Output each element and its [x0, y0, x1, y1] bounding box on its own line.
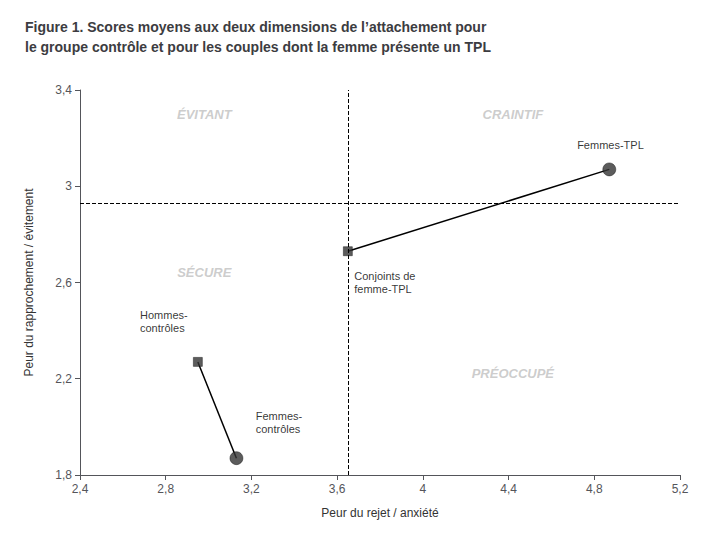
svg-text:Figure 1. Scores moyens aux de: Figure 1. Scores moyens aux deux dimensi…: [25, 19, 487, 35]
svg-text:le groupe contrôle et pour les: le groupe contrôle et pour les couples d…: [25, 39, 491, 55]
svg-text:SÉCURE: SÉCURE: [177, 265, 232, 280]
svg-text:CRAINTIF: CRAINTIF: [483, 107, 545, 122]
svg-text:Femmes-TPL: Femmes-TPL: [577, 139, 644, 151]
svg-text:Peur du rejet / anxiété: Peur du rejet / anxiété: [321, 506, 439, 520]
svg-text:4,8: 4,8: [586, 482, 603, 496]
svg-text:2,6: 2,6: [55, 276, 72, 290]
svg-text:femme-TPL: femme-TPL: [354, 283, 411, 295]
svg-text:3,2: 3,2: [243, 482, 260, 496]
svg-text:ÉVITANT: ÉVITANT: [177, 107, 233, 122]
svg-text:5,2: 5,2: [672, 482, 689, 496]
svg-text:1,8: 1,8: [55, 468, 72, 482]
svg-text:2,8: 2,8: [157, 482, 174, 496]
svg-text:Femmes-: Femmes-: [256, 410, 303, 422]
svg-text:3: 3: [65, 179, 72, 193]
svg-text:contrôles: contrôles: [140, 322, 185, 334]
svg-text:4: 4: [420, 482, 427, 496]
svg-text:Peur du rapprochement / évitem: Peur du rapprochement / évitement: [22, 188, 36, 377]
svg-text:Conjoints de: Conjoints de: [354, 270, 415, 282]
svg-text:2,4: 2,4: [72, 482, 89, 496]
svg-text:3,4: 3,4: [55, 83, 72, 97]
svg-text:PRÉOCCUPÉ: PRÉOCCUPÉ: [472, 366, 555, 381]
svg-text:Hommes-: Hommes-: [140, 309, 188, 321]
svg-text:2,2: 2,2: [55, 372, 72, 386]
svg-text:4,4: 4,4: [500, 482, 517, 496]
svg-text:contrôles: contrôles: [256, 423, 301, 435]
svg-text:3,6: 3,6: [329, 482, 346, 496]
